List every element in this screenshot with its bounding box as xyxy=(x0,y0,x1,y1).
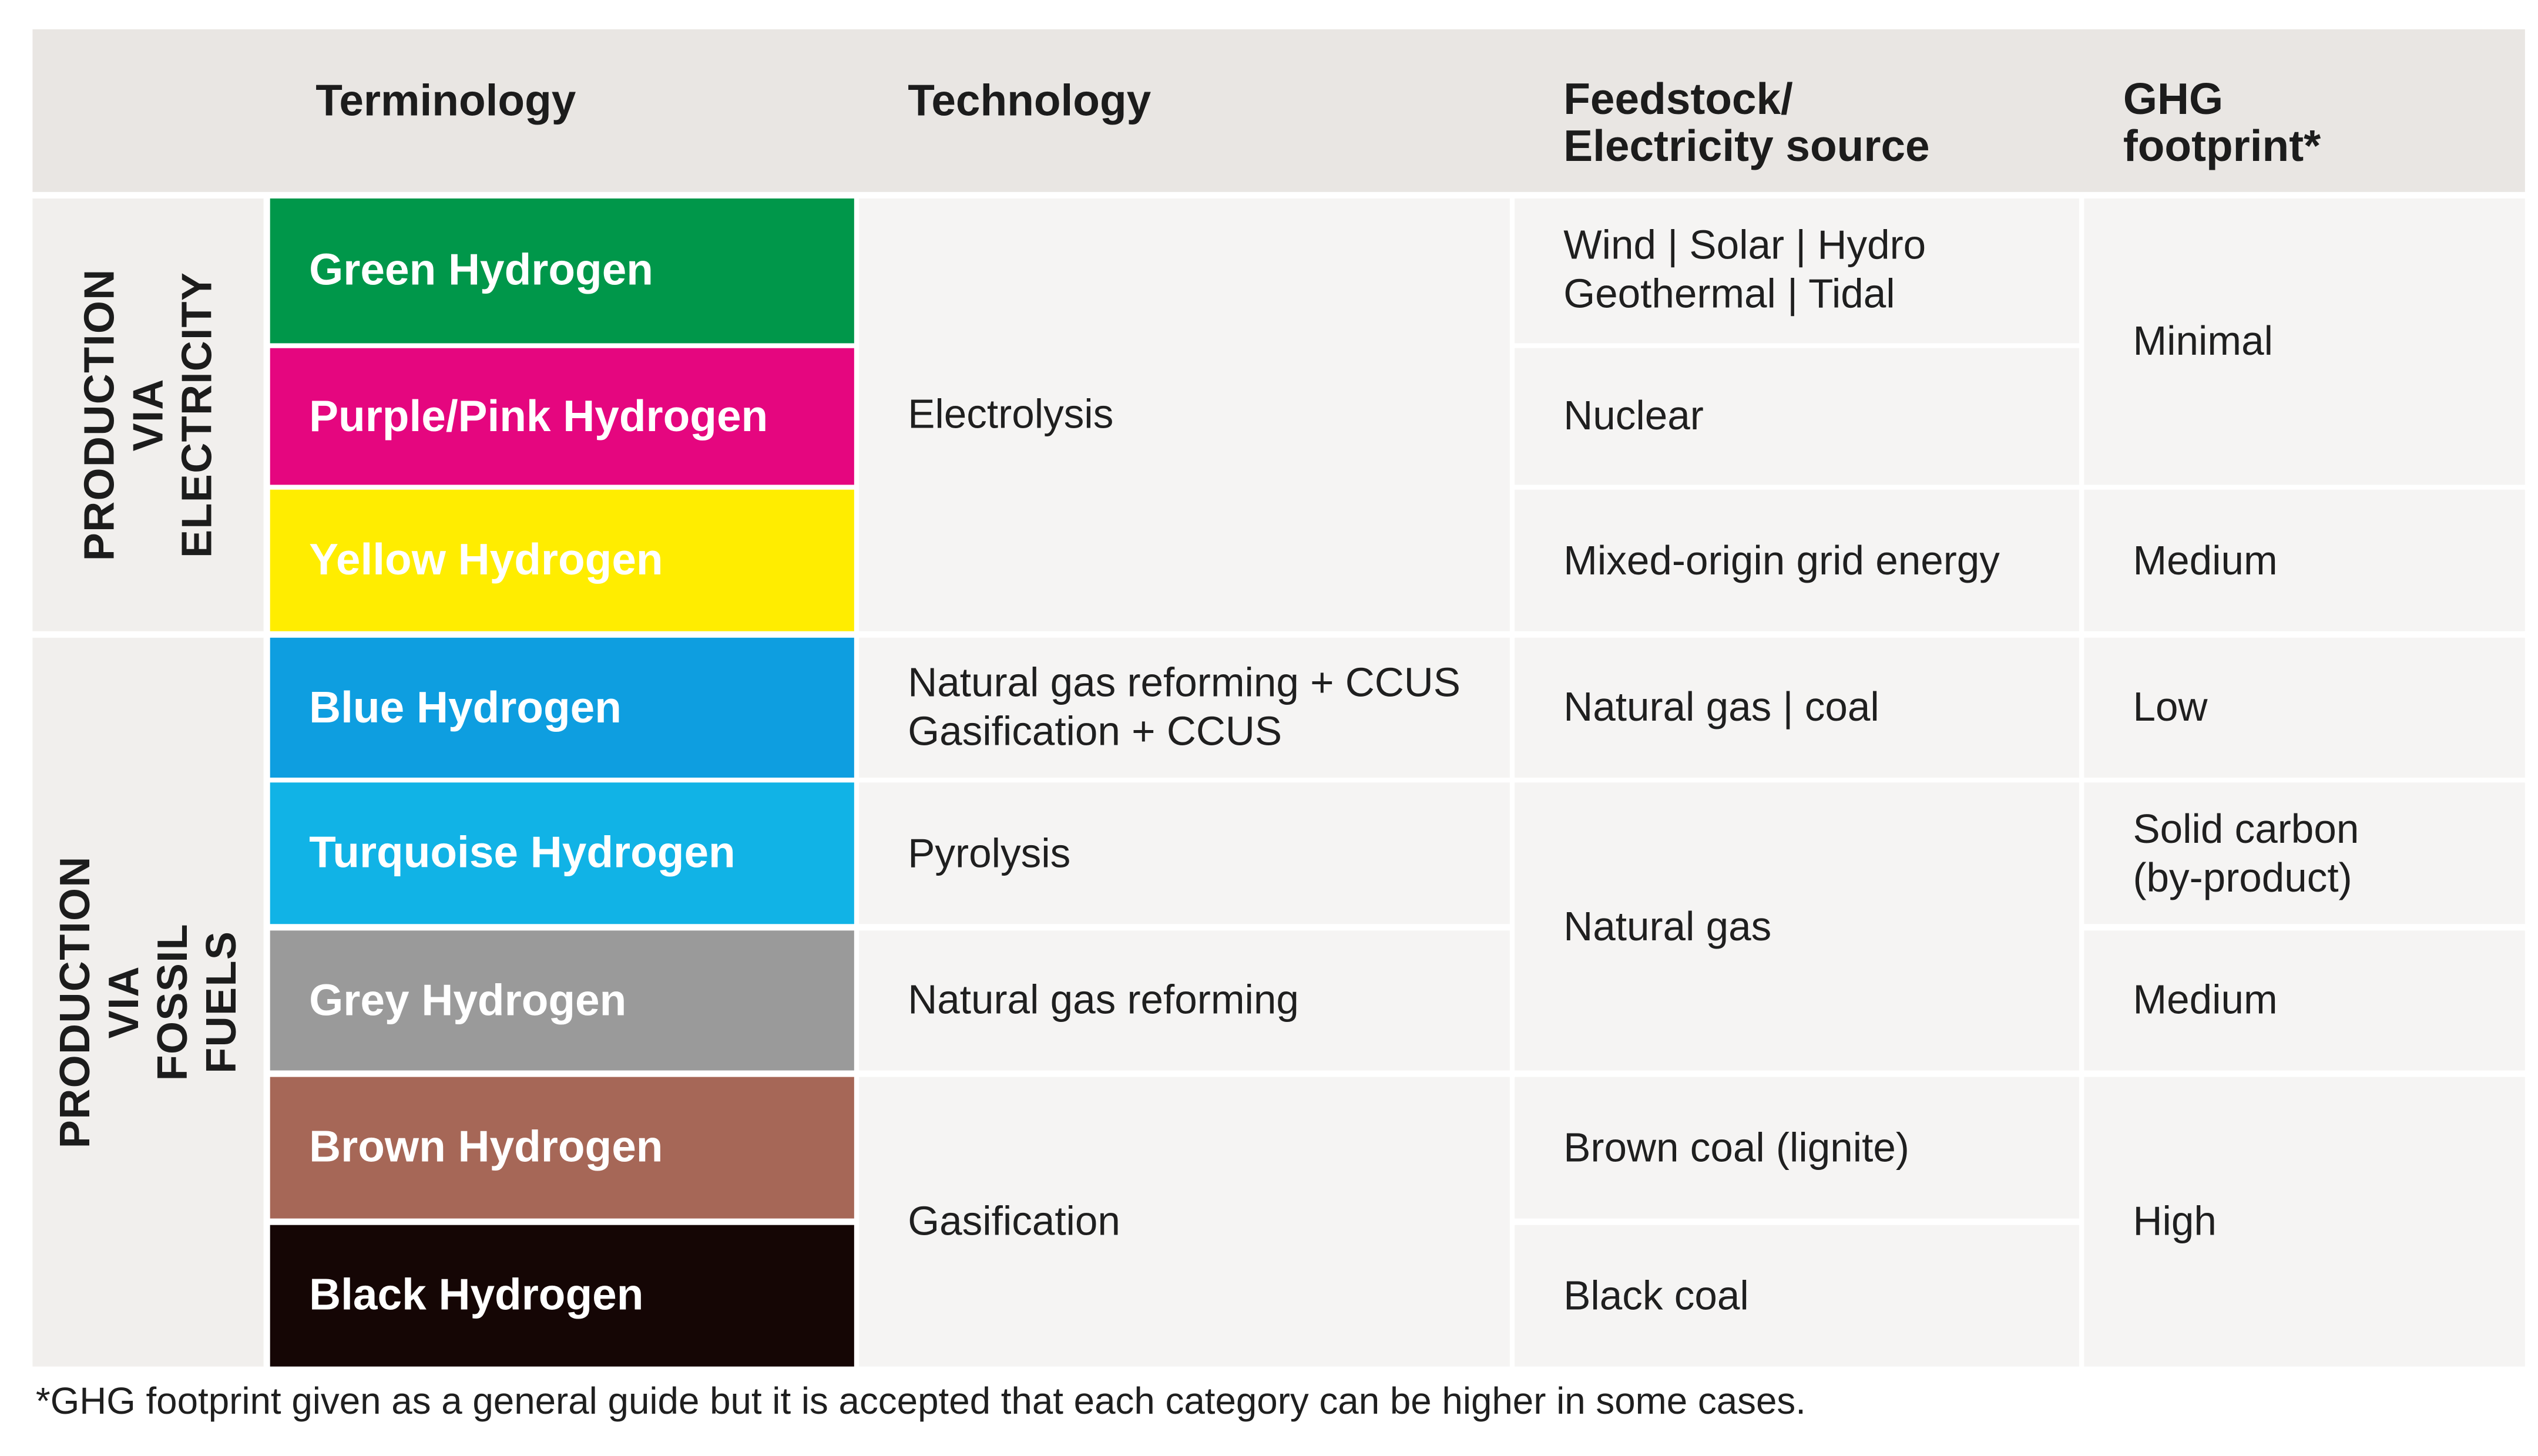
ghg-low: Low xyxy=(2084,637,2525,778)
ghg-high: High xyxy=(2084,1077,2525,1367)
tech-reforming-ccus: Natural gas reforming + CCUS Gasificatio… xyxy=(859,637,1510,778)
tech-pyrolysis: Pyrolysis xyxy=(859,782,1510,924)
feedstock-brown-coal: Brown coal (lignite) xyxy=(1515,1077,2080,1219)
feedstock-nuclear: Nuclear xyxy=(1515,348,2080,485)
ghg-minimal: Minimal xyxy=(2084,198,2525,485)
footnote: *GHG footprint given as a general guide … xyxy=(35,1379,1806,1422)
header-terminology: Terminology xyxy=(315,75,576,125)
feedstock-black-coal: Black coal xyxy=(1515,1225,2080,1367)
feedstock-grid-energy: Mixed-origin grid energy xyxy=(1515,489,2080,631)
term-black-hydrogen: Black Hydrogen xyxy=(270,1225,854,1367)
ghg-solid-carbon: Solid carbon (by-product) xyxy=(2084,782,2525,924)
tech-natural-gas-reforming: Natural gas reforming xyxy=(859,930,1510,1071)
ghg-medium-grid: Medium xyxy=(2084,489,2525,631)
term-yellow-hydrogen: Yellow Hydrogen xyxy=(270,489,854,631)
term-grey-hydrogen: Grey Hydrogen xyxy=(270,930,854,1071)
header-ghg-footprint: GHG footprint* xyxy=(2123,75,2321,171)
feedstock-natural-gas: Natural gas xyxy=(1515,782,2080,1071)
group-electricity-background xyxy=(32,198,264,631)
term-brown-hydrogen: Brown Hydrogen xyxy=(270,1077,854,1219)
header-technology: Technology xyxy=(908,75,1152,125)
term-turquoise-hydrogen: Turquoise Hydrogen xyxy=(270,782,854,924)
feedstock-renewables: Wind | Solar | Hydro Geothermal | Tidal xyxy=(1515,198,2080,344)
group-fossil-background xyxy=(32,637,264,1367)
tech-electrolysis: Electrolysis xyxy=(859,198,1510,631)
header-background xyxy=(32,29,2525,192)
term-purple-pink-hydrogen: Purple/Pink Hydrogen xyxy=(270,348,854,485)
term-blue-hydrogen: Blue Hydrogen xyxy=(270,637,854,778)
header-feedstock: Feedstock/ Electricity source xyxy=(1563,75,1930,171)
group-label-fossil: PRODUCTION VIA FOSSIL FUELS xyxy=(50,856,246,1149)
group-label-electricity: PRODUCTION VIA ELECTRICITY xyxy=(75,268,221,561)
feedstock-gas-coal: Natural gas | coal xyxy=(1515,637,2080,778)
ghg-medium-grey: Medium xyxy=(2084,930,2525,1071)
term-green-hydrogen: Green Hydrogen xyxy=(270,198,854,344)
tech-gasification: Gasification xyxy=(859,1077,1510,1367)
